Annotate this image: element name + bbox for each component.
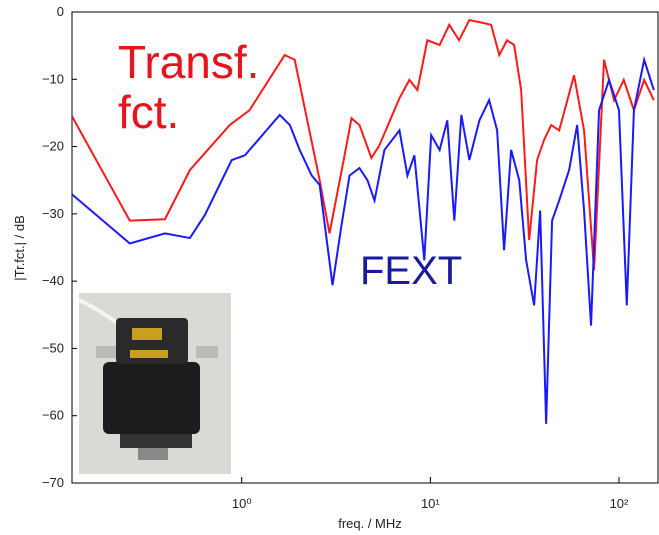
annotation: Transf. — [118, 36, 259, 88]
series-line — [72, 55, 655, 424]
x-tick-label: 10⁰ — [232, 496, 252, 511]
y-axis-label: |Tr.fct.| / dB — [12, 215, 27, 281]
series-line — [72, 18, 655, 271]
x-tick-label: 10¹ — [421, 496, 440, 511]
y-tick-label: −30 — [42, 206, 64, 221]
y-tick-label: −70 — [42, 475, 64, 490]
y-tick-label: −40 — [42, 273, 64, 288]
y-tick-label: −10 — [42, 71, 64, 86]
x-tick-label: 10² — [610, 496, 629, 511]
y-tick-label: −20 — [42, 139, 64, 154]
inset-photo — [78, 293, 231, 474]
y-tick-label: 0 — [57, 4, 64, 19]
x-axis-label: freq. / MHz — [338, 516, 402, 531]
y-tick-label: −50 — [42, 340, 64, 355]
y-tick-label: −60 — [42, 408, 64, 423]
annotation: FEXT — [360, 249, 462, 293]
plot-frame — [71, 11, 659, 484]
plot-area — [72, 18, 655, 424]
annotation: fct. — [118, 86, 179, 138]
